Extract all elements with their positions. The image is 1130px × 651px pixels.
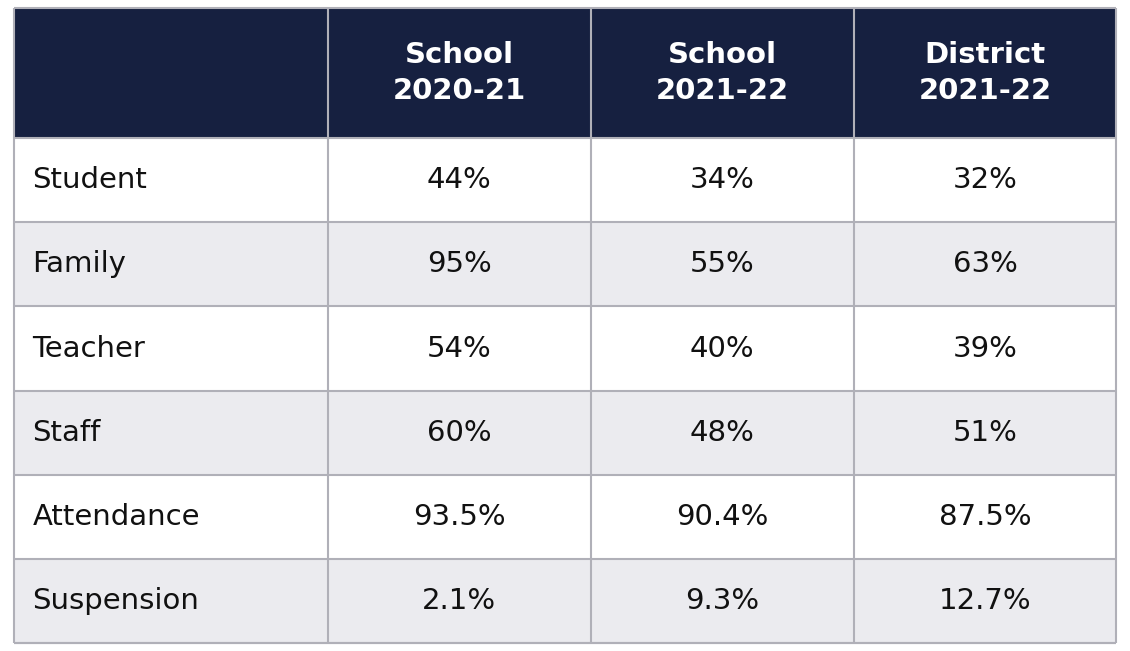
- Bar: [591, 222, 853, 307]
- Bar: [14, 8, 328, 138]
- Text: School: School: [405, 41, 514, 69]
- Bar: [591, 475, 853, 559]
- Text: 60%: 60%: [427, 419, 492, 447]
- Bar: [328, 138, 591, 222]
- Bar: [591, 559, 853, 643]
- Bar: [853, 559, 1116, 643]
- Text: 87.5%: 87.5%: [939, 503, 1032, 531]
- Bar: [328, 222, 591, 307]
- Text: 2021-22: 2021-22: [919, 77, 1052, 105]
- Bar: [14, 559, 328, 643]
- Text: 90.4%: 90.4%: [676, 503, 768, 531]
- Text: 9.3%: 9.3%: [685, 587, 759, 615]
- Text: 40%: 40%: [689, 335, 755, 363]
- Bar: [853, 8, 1116, 138]
- Bar: [591, 307, 853, 391]
- Text: 55%: 55%: [689, 251, 755, 279]
- Text: Suspension: Suspension: [33, 587, 199, 615]
- Bar: [14, 475, 328, 559]
- Bar: [853, 138, 1116, 222]
- Bar: [853, 307, 1116, 391]
- Bar: [853, 222, 1116, 307]
- Text: 93.5%: 93.5%: [412, 503, 505, 531]
- Bar: [14, 138, 328, 222]
- Bar: [328, 559, 591, 643]
- Text: 34%: 34%: [689, 166, 755, 194]
- Bar: [14, 391, 328, 475]
- Bar: [591, 8, 853, 138]
- Text: Teacher: Teacher: [33, 335, 146, 363]
- Text: 39%: 39%: [953, 335, 1017, 363]
- Text: Attendance: Attendance: [33, 503, 200, 531]
- Bar: [853, 475, 1116, 559]
- Text: District: District: [924, 41, 1045, 69]
- Text: 32%: 32%: [953, 166, 1017, 194]
- Text: 63%: 63%: [953, 251, 1017, 279]
- Bar: [328, 307, 591, 391]
- Bar: [591, 138, 853, 222]
- Text: School: School: [668, 41, 776, 69]
- Text: 48%: 48%: [689, 419, 755, 447]
- Bar: [853, 391, 1116, 475]
- Text: 2021-22: 2021-22: [655, 77, 789, 105]
- Text: 2.1%: 2.1%: [423, 587, 496, 615]
- Bar: [328, 8, 591, 138]
- Bar: [14, 307, 328, 391]
- Text: Student: Student: [33, 166, 147, 194]
- Text: 51%: 51%: [953, 419, 1017, 447]
- Text: 54%: 54%: [427, 335, 492, 363]
- Bar: [328, 391, 591, 475]
- Bar: [591, 391, 853, 475]
- Text: 95%: 95%: [427, 251, 492, 279]
- Text: Staff: Staff: [33, 419, 101, 447]
- Bar: [14, 222, 328, 307]
- Text: 44%: 44%: [427, 166, 492, 194]
- Text: 2020-21: 2020-21: [393, 77, 525, 105]
- Text: 12.7%: 12.7%: [939, 587, 1032, 615]
- Bar: [328, 475, 591, 559]
- Text: Family: Family: [33, 251, 127, 279]
